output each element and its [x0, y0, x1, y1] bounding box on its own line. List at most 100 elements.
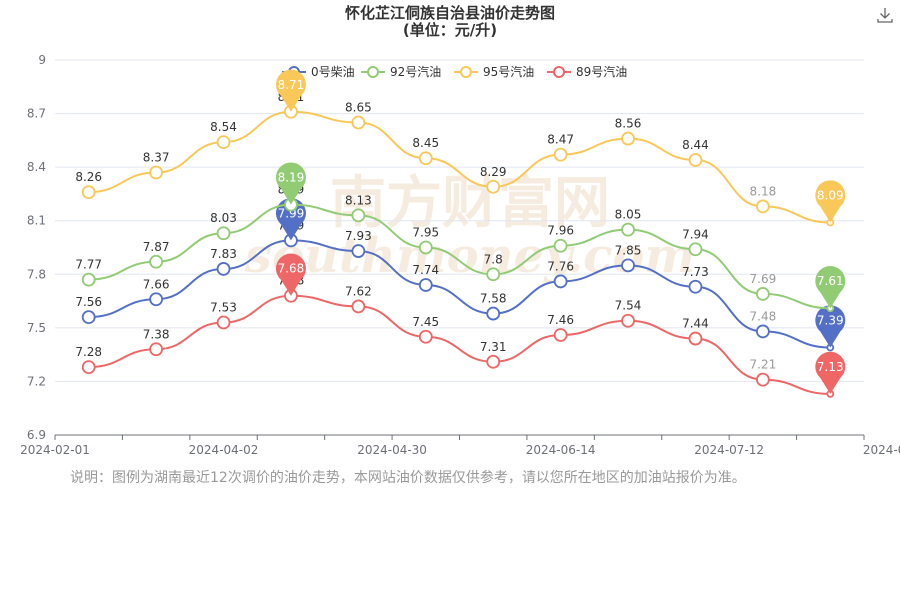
data-point	[81, 310, 96, 325]
data-point	[149, 254, 164, 269]
legend-label: 0号柴油	[311, 65, 355, 79]
y-tick-label: 8.4	[27, 160, 46, 174]
max-pin: 7.99	[275, 198, 306, 241]
min-pin: 8.09	[815, 180, 846, 223]
data-point	[81, 185, 96, 200]
data-label: 7.31	[480, 340, 507, 354]
pin-shape	[815, 305, 846, 348]
max-pin: 8.71	[275, 69, 306, 112]
pin-label: 7.39	[817, 314, 844, 328]
data-label: 7.56	[75, 295, 102, 309]
x-tick-label: 2024-02-01	[20, 443, 90, 457]
data-point	[216, 135, 231, 150]
chart-title: 怀化芷江侗族自治县油价走势图 (单位：元/升)	[0, 5, 900, 39]
data-label: 8.65	[345, 101, 372, 115]
data-point	[418, 278, 433, 292]
x-tick-label: 2024-04-30	[357, 443, 427, 457]
x-tick-label: 2024-04-02	[189, 443, 259, 457]
data-label: 7.76	[547, 259, 574, 273]
data-point	[486, 354, 501, 369]
data-point	[755, 287, 770, 301]
data-point	[351, 115, 366, 130]
data-point	[351, 299, 366, 314]
y-tick-label: 7.2	[27, 374, 46, 388]
data-point	[486, 179, 501, 194]
pin-shape	[815, 180, 846, 223]
pin-label: 8.71	[278, 78, 305, 92]
data-point	[688, 153, 703, 167]
data-label: 8.47	[547, 133, 574, 147]
data-label: 8.54	[210, 120, 237, 134]
data-label: 8.18	[750, 184, 777, 198]
data-label: 8.03	[210, 211, 237, 225]
pin-label: 7.61	[817, 274, 844, 288]
legend-label: 89号汽油	[576, 64, 627, 79]
pin-label: 7.13	[817, 360, 844, 374]
data-point	[688, 331, 703, 346]
data-label: 8.26	[75, 170, 102, 184]
data-point	[621, 222, 635, 237]
data-point	[418, 329, 433, 344]
series-3: 7.28 7.38 7.53 7.68 7.62 7.45 7.31 7.46 7.54 7.44…	[75, 253, 846, 398]
download-icon[interactable]	[876, 6, 894, 24]
min-pin: 7.61	[815, 266, 846, 309]
series-line	[88, 203, 831, 310]
legend-marker	[460, 66, 472, 78]
data-label: 7.44	[682, 317, 709, 331]
series-line	[88, 239, 831, 349]
data-point	[621, 131, 635, 146]
data-label: 8.37	[143, 151, 170, 165]
data-point	[216, 315, 231, 330]
data-point	[553, 238, 568, 253]
pin-shape	[275, 162, 306, 205]
data-label: 7.69	[750, 272, 777, 286]
data-label: 7.66	[143, 277, 170, 291]
legend-label: 95号汽油	[483, 64, 534, 79]
series-2: 8.26 8.37 8.54 8.71 8.65 8.45 8.29 8.47 8.56 8.44…	[75, 69, 846, 227]
chart-title-line2: (单位：元/升)	[402, 21, 498, 39]
pin-label: 8.19	[278, 171, 305, 185]
data-point	[216, 226, 231, 241]
data-label: 7.85	[615, 243, 642, 257]
data-point	[149, 165, 164, 180]
pin-label: 7.99	[278, 206, 305, 220]
series-line	[88, 110, 831, 224]
y-tick-label: 6.9	[27, 428, 46, 442]
x-tick-label: 2024-06-14	[526, 443, 596, 457]
data-point	[216, 262, 231, 276]
data-label: 7.38	[143, 327, 170, 341]
data-label: 7.96	[547, 224, 574, 238]
data-label: 7.95	[412, 226, 439, 240]
data-point	[688, 242, 703, 257]
legend-item[interactable]: 89号汽油	[547, 64, 627, 79]
x-tick-label: 2024-07-12	[694, 443, 764, 457]
data-label: 7.94	[682, 227, 709, 241]
data-label: 7.28	[75, 345, 102, 359]
data-label: 7.21	[750, 358, 777, 372]
max-pin: 8.19	[275, 162, 306, 205]
data-point	[149, 292, 164, 307]
pin-shape	[275, 69, 306, 112]
data-point	[755, 199, 770, 214]
pin-shape	[815, 266, 846, 309]
data-label: 7.8	[484, 252, 503, 266]
legend-item[interactable]: 95号汽油	[454, 64, 534, 79]
pin-shape	[275, 253, 306, 296]
data-label: 8.13	[345, 193, 372, 207]
data-point	[149, 342, 164, 357]
watermark-text-cn: 南方财富网	[330, 171, 610, 236]
data-label: 7.58	[480, 292, 507, 306]
y-tick-label: 7.8	[27, 267, 46, 281]
data-point	[621, 258, 635, 273]
data-label: 7.54	[615, 299, 642, 313]
series-1: 7.77 7.87 8.03 8.19 8.13 7.95 7.8 7.96 8.05 7.94 7…	[75, 162, 846, 313]
pin-shape	[275, 198, 306, 241]
pin-label: 7.68	[278, 262, 305, 276]
data-point	[621, 313, 635, 328]
data-label: 7.73	[682, 265, 709, 279]
data-point	[553, 328, 568, 342]
data-label: 7.46	[547, 313, 574, 327]
data-point	[553, 147, 568, 162]
data-point	[553, 274, 568, 289]
legend-item[interactable]: 92号汽油	[361, 64, 441, 79]
